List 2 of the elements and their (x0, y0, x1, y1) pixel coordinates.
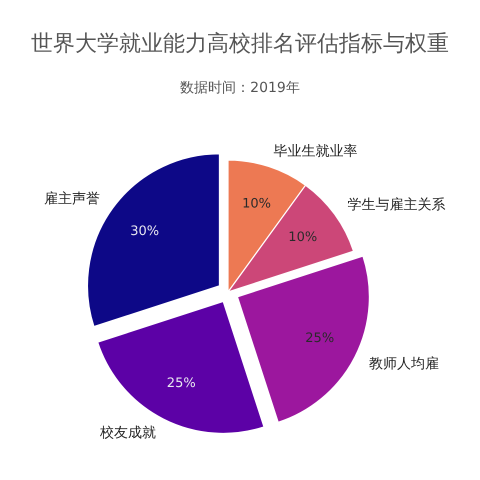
title: 世界大学就业能力高校排名评估指标与权重 (31, 32, 449, 56)
subtitle: 数据时间：2019年 (180, 80, 300, 96)
